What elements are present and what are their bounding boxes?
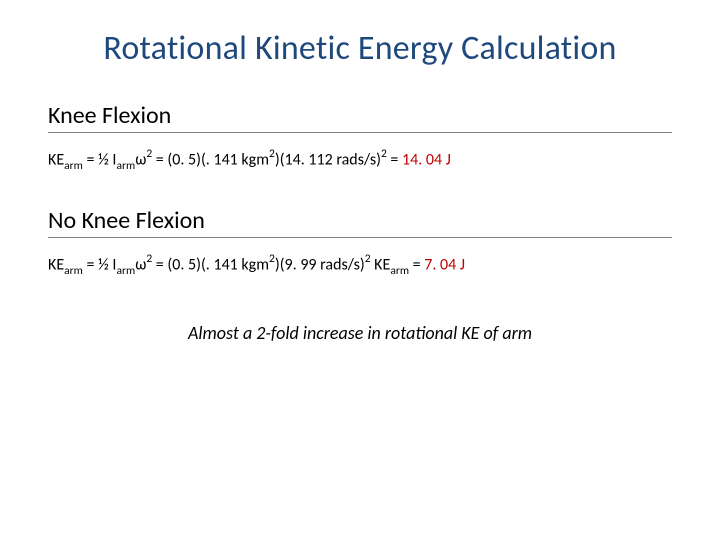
eq-rhs-sub: arm xyxy=(116,159,135,173)
section-heading-knee-flexion: Knee Flexion xyxy=(48,101,672,133)
eq-calc-tail: = xyxy=(387,150,402,169)
eq-calc-sup2: 2 xyxy=(365,252,371,266)
equation-no-knee-flexion: KEarm = ½ Iarmω2 = (0. 5)(. 141 kgm2)(9.… xyxy=(48,252,672,279)
eq-rhs-prefix: = ½ I xyxy=(83,255,117,274)
eq-calc-tail-prefix: KE xyxy=(371,255,391,274)
eq-calc-sup2: 2 xyxy=(381,147,387,161)
eq-lhs-sub: arm xyxy=(64,264,83,278)
eq-rhs-sub: arm xyxy=(116,264,135,278)
eq-calc-tail: = xyxy=(409,255,424,274)
eq-omega-sup: 2 xyxy=(146,252,152,266)
eq-calc-sup1: 2 xyxy=(269,252,275,266)
eq-calc-mid: )(14. 112 rads/s) xyxy=(275,150,381,169)
conclusion-text: Almost a 2-fold increase in rotational K… xyxy=(48,322,672,344)
eq-lhs-var: KE xyxy=(48,255,64,274)
eq-calc-sup1: 2 xyxy=(269,147,275,161)
eq-omega: ω xyxy=(135,255,146,274)
equation-knee-flexion: KEarm = ½ Iarmω2 = (0. 5)(. 141 kgm2)(14… xyxy=(48,147,672,174)
eq-rhs-prefix: = ½ I xyxy=(83,150,117,169)
eq-calc-prefix: = (0. 5)(. 141 kgm xyxy=(152,150,269,169)
eq-lhs-sub: arm xyxy=(64,159,83,173)
eq-calc-prefix: = (0. 5)(. 141 kgm xyxy=(152,255,269,274)
eq-omega: ω xyxy=(135,150,146,169)
eq-result: 7. 04 J xyxy=(424,255,465,274)
slide: Rotational Kinetic Energy Calculation Kn… xyxy=(0,0,720,540)
eq-calc-mid: )(9. 99 rads/s) xyxy=(275,255,365,274)
slide-title: Rotational Kinetic Energy Calculation xyxy=(48,28,672,69)
eq-omega-sup: 2 xyxy=(146,147,152,161)
eq-calc-tail-sub: arm xyxy=(390,264,409,278)
section-heading-no-knee-flexion: No Knee Flexion xyxy=(48,206,672,238)
eq-result: 14. 04 J xyxy=(402,150,451,169)
eq-lhs-var: KE xyxy=(48,150,64,169)
